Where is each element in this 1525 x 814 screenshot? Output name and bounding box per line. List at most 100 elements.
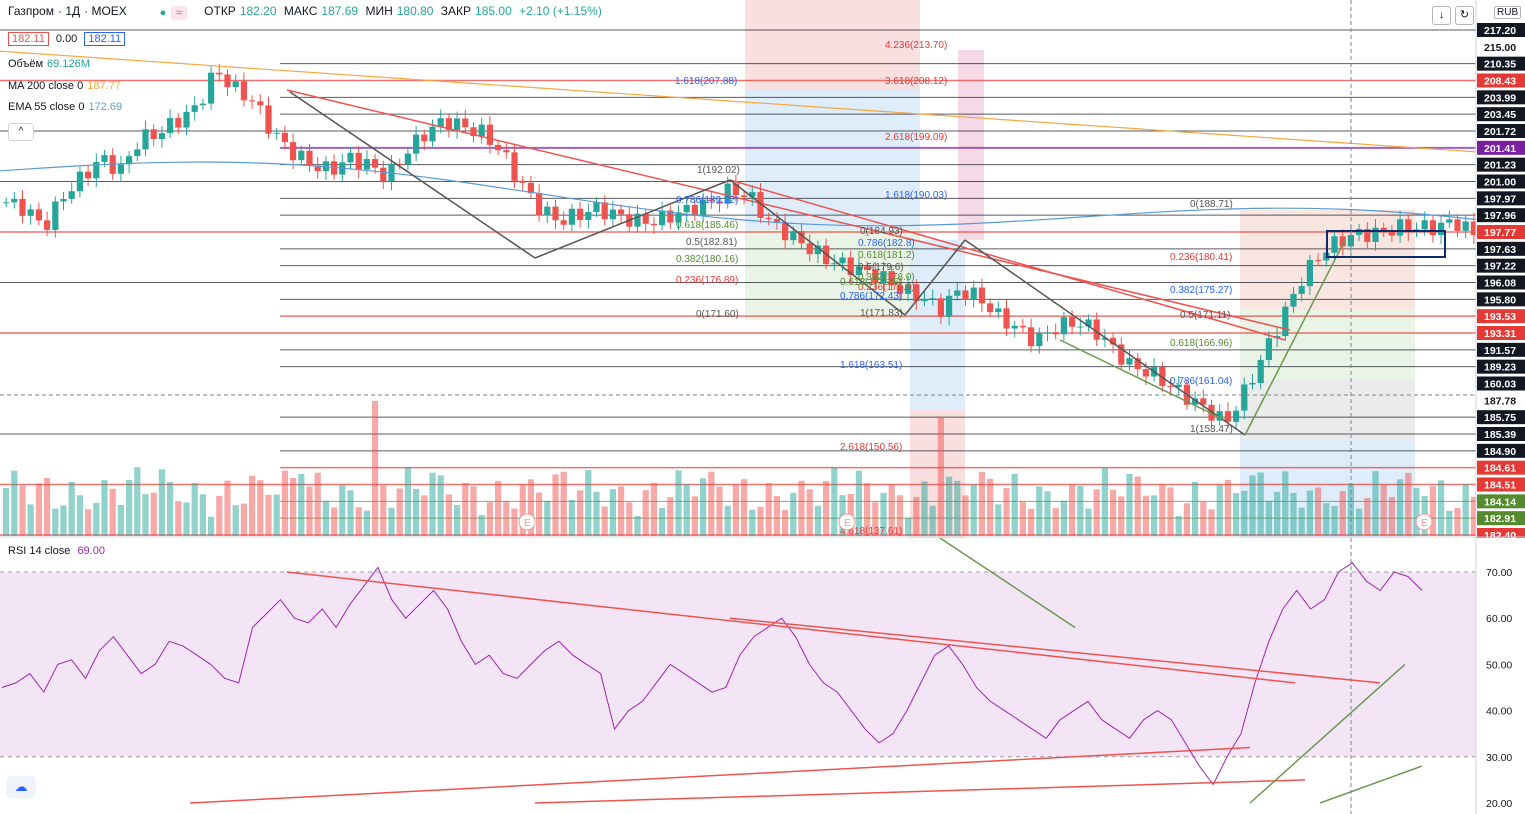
interval-label[interactable]: 1Д bbox=[65, 4, 81, 18]
price-label-bg bbox=[1477, 275, 1525, 290]
candle-body bbox=[429, 126, 436, 142]
volume-bar bbox=[134, 467, 141, 536]
candle-body bbox=[11, 198, 18, 203]
volume-bar bbox=[429, 472, 436, 536]
price-label-bg bbox=[1477, 342, 1525, 357]
candle-body bbox=[700, 199, 707, 216]
volume-bar bbox=[85, 509, 92, 536]
candle-body bbox=[240, 81, 247, 101]
price-axis-label: 201.00 bbox=[1484, 177, 1516, 189]
volume-bar bbox=[1339, 491, 1346, 536]
price-axis-label: 203.45 bbox=[1484, 109, 1516, 121]
candle-body bbox=[1364, 229, 1371, 242]
close-label: ЗАКР bbox=[440, 4, 472, 18]
candle-body bbox=[142, 129, 149, 150]
ema-legend[interactable]: EMA 55 close 0 172.69 bbox=[8, 101, 122, 113]
volume-bar bbox=[1167, 487, 1174, 536]
candle-body bbox=[93, 161, 100, 179]
candle-body bbox=[1306, 260, 1313, 287]
volume-legend[interactable]: Объём 69.126M bbox=[8, 58, 90, 70]
candle-body bbox=[355, 152, 362, 170]
volume-bar bbox=[445, 494, 452, 536]
symbol-name[interactable]: Газпром bbox=[8, 4, 54, 18]
price-axis-label: 201.41 bbox=[1484, 143, 1516, 155]
candle-body bbox=[1126, 358, 1133, 365]
price-chart-area[interactable]: 4.236(213.70) 3.618(208.12) 1.618(207.88) 2… bbox=[0, 0, 1525, 538]
scroll-down-button[interactable]: ↓ bbox=[1432, 6, 1451, 25]
volume-bar bbox=[167, 482, 174, 536]
volume-bar bbox=[1175, 516, 1182, 536]
volume-bar bbox=[1052, 508, 1059, 536]
candle-body bbox=[1315, 260, 1322, 262]
volume-bar bbox=[757, 506, 764, 536]
collapse-legend-button[interactable]: ^ bbox=[8, 123, 34, 141]
candle-body bbox=[527, 182, 534, 194]
price-axis-label: 201.72 bbox=[1484, 126, 1516, 138]
eye-icon[interactable]: ● bbox=[159, 7, 167, 19]
volume-bar bbox=[1142, 495, 1149, 536]
rsi-value: 69.00 bbox=[77, 545, 105, 557]
price-axis-label: 197.97 bbox=[1484, 193, 1516, 205]
volume-bar bbox=[314, 472, 321, 536]
candle-body bbox=[27, 209, 34, 216]
volume-bar bbox=[1101, 467, 1108, 536]
ema-value: 172.69 bbox=[88, 101, 123, 113]
ma-label: MA 200 close 0 bbox=[8, 80, 84, 92]
volume-bar bbox=[1298, 507, 1305, 536]
volume-bar bbox=[700, 478, 707, 536]
candle-body bbox=[511, 152, 518, 181]
ask-box[interactable]: 182.11 bbox=[84, 32, 126, 46]
rsi-chart-area[interactable]: 70.00 60.00 50.00 40.00 30.00 20.00 bbox=[0, 538, 1525, 814]
fib-zone-pink bbox=[958, 50, 984, 240]
refresh-button[interactable]: ↻ bbox=[1455, 6, 1474, 25]
candle-body bbox=[839, 257, 846, 264]
candle-body bbox=[962, 290, 969, 300]
price-label-bg bbox=[1477, 258, 1525, 273]
candle-body bbox=[806, 243, 813, 255]
price-label-bg bbox=[1477, 410, 1525, 425]
volume-bar bbox=[790, 492, 797, 536]
volume-bar bbox=[1454, 508, 1461, 536]
candle-body bbox=[117, 164, 124, 174]
candle-body bbox=[1134, 358, 1141, 370]
trendline-green bbox=[1244, 239, 1346, 436]
price-label-bg bbox=[1477, 174, 1525, 189]
tradingview-logo-icon[interactable]: ☁ bbox=[6, 776, 36, 798]
volume-bar bbox=[1405, 472, 1412, 536]
candle-body bbox=[970, 287, 977, 300]
bid-box[interactable]: 182.11 bbox=[8, 32, 49, 46]
rsi-trendline-green-3 bbox=[939, 538, 1076, 629]
price-label-bg bbox=[1477, 494, 1525, 509]
ma-line bbox=[0, 50, 1477, 153]
volume-bar bbox=[823, 481, 830, 536]
change-value: +2.10 (+1.15%) bbox=[519, 4, 602, 18]
volume-bar bbox=[691, 496, 698, 536]
fib-zone-grey bbox=[1240, 380, 1415, 440]
price-label-bg bbox=[1477, 157, 1525, 172]
volume-bar bbox=[413, 488, 420, 536]
volume-bar bbox=[519, 484, 526, 536]
volume-bar bbox=[1011, 473, 1018, 536]
volume-bar bbox=[249, 475, 256, 536]
price-axis-label: 182.91 bbox=[1484, 513, 1516, 525]
candle-body bbox=[1060, 317, 1067, 335]
candle-body bbox=[1069, 317, 1076, 327]
volume-bar bbox=[1372, 471, 1379, 536]
ma-legend[interactable]: MA 200 close 0 187.77 bbox=[8, 80, 121, 92]
candle-body bbox=[987, 303, 994, 313]
compare-icon[interactable]: ≈ bbox=[171, 6, 187, 20]
volume-bar bbox=[68, 481, 75, 536]
volume-bar bbox=[1208, 509, 1215, 536]
volume-bar bbox=[437, 475, 444, 536]
volume-bar bbox=[1290, 492, 1297, 536]
volume-bar bbox=[1470, 496, 1477, 536]
candle-body bbox=[347, 152, 354, 163]
volume-bar bbox=[454, 504, 461, 536]
volume-bar bbox=[642, 490, 649, 536]
volume-bar bbox=[117, 504, 124, 536]
volume-bar bbox=[208, 516, 215, 536]
volume-bar bbox=[1446, 510, 1453, 536]
fib-level-label: 0.382(178.0) bbox=[858, 272, 915, 283]
volume-bar bbox=[568, 499, 575, 536]
rsi-legend[interactable]: RSI 14 close 69.00 bbox=[8, 545, 105, 557]
